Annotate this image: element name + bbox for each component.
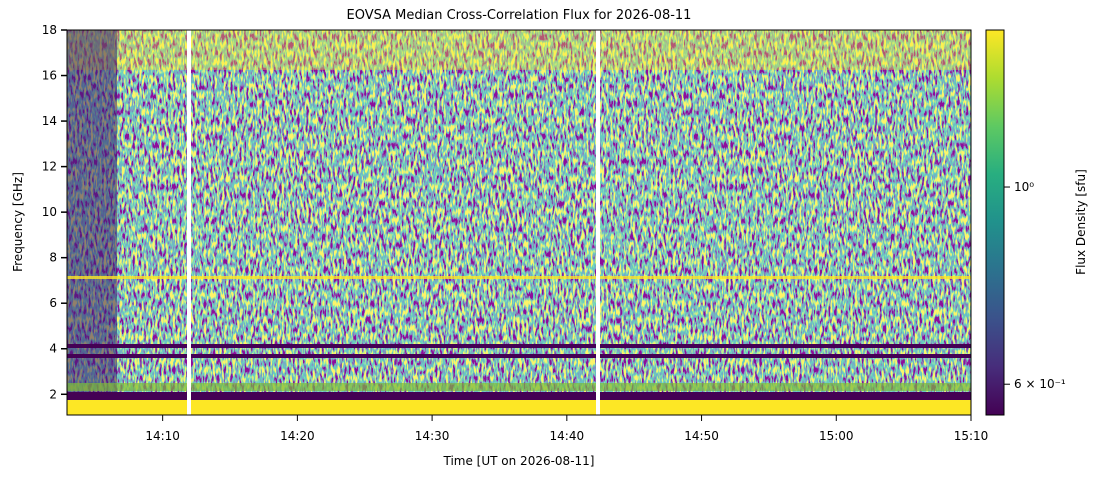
band (67, 392, 971, 400)
band (67, 400, 971, 415)
band (67, 344, 971, 348)
plot-frame (66, 29, 972, 416)
x-tick-label: 14:50 (684, 429, 719, 443)
y-tick-label: 14 (42, 114, 57, 128)
band (67, 383, 971, 391)
x-tick-label: 15:00 (819, 429, 854, 443)
spectrogram (66, 29, 972, 416)
y-tick-label: 18 (42, 23, 57, 37)
spectrogram-image (67, 30, 971, 415)
x-tick-label: 14:20 (280, 429, 315, 443)
y-tick-label: 4 (49, 342, 57, 356)
y-axis-label: Frequency [GHz] (11, 172, 25, 272)
data-gap (187, 30, 191, 415)
y-tick-label: 6 (49, 296, 57, 310)
data-gap (596, 30, 600, 415)
band (67, 276, 971, 279)
colorbar-tick-label: 10⁰ (1014, 180, 1034, 194)
colorbar (985, 29, 1005, 416)
band (67, 30, 971, 70)
x-axis-label: Time [UT on 2026-08-11] (443, 454, 595, 468)
x-tick-label: 14:40 (550, 429, 585, 443)
x-tick-label: 14:10 (145, 429, 180, 443)
x-tick-label: 15:10 (954, 429, 989, 443)
band (67, 30, 117, 415)
chart-title: EOVSA Median Cross-Correlation Flux for … (347, 8, 692, 23)
colorbar-tick-label: 6 × 10⁻¹ (1014, 377, 1066, 391)
y-tick-label: 10 (42, 205, 57, 219)
y-tick-label: 2 (49, 387, 57, 401)
y-tick-label: 16 (42, 69, 57, 83)
x-tick-label: 14:30 (415, 429, 450, 443)
y-tick-label: 12 (42, 160, 57, 174)
y-tick-label: 8 (49, 251, 57, 265)
band (67, 354, 971, 358)
colorbar-label: Flux Density [sfu] (1074, 169, 1088, 275)
